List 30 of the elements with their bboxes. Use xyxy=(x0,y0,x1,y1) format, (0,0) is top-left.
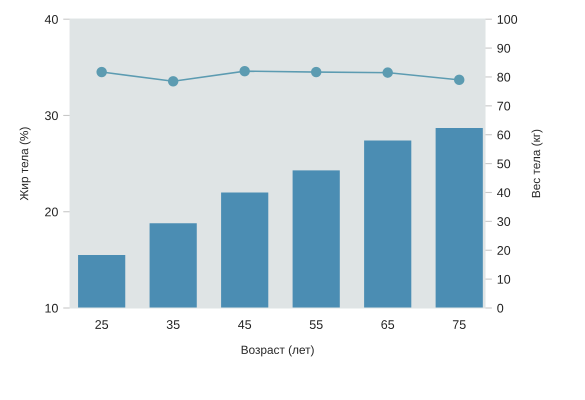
x-tick-label: 35 xyxy=(166,320,180,329)
point xyxy=(96,66,107,78)
y-tick-label: 20 xyxy=(45,208,58,216)
y2-tick-label: 40 xyxy=(497,188,510,198)
x-tick-label: 75 xyxy=(452,320,466,329)
y2-tick-label: 90 xyxy=(497,44,510,53)
x-tick-label: 25 xyxy=(95,320,108,329)
y-tick-label: 30 xyxy=(44,111,58,120)
point xyxy=(168,76,178,86)
x-tick-label: 45 xyxy=(238,320,252,329)
y2-tick-label: 80 xyxy=(497,72,510,82)
point xyxy=(454,74,464,86)
y-tick-label: 40 xyxy=(44,15,58,24)
y2-axis-title: Вес тела (кг) xyxy=(532,130,543,198)
y-tick-label: 10 xyxy=(45,304,58,313)
y2-tick-label: 20 xyxy=(497,246,510,255)
y2-tick-label: 50 xyxy=(497,159,510,168)
y-axis-title: Жир тела (%) xyxy=(20,127,31,200)
y2-tick-label: 70 xyxy=(497,102,510,110)
x-axis-title: Возраст (лет) xyxy=(242,345,314,356)
y2-tick-label: 10 xyxy=(498,274,510,284)
x-tick-label: 55 xyxy=(310,320,323,329)
point xyxy=(310,66,322,78)
point xyxy=(239,66,250,76)
point xyxy=(382,67,393,78)
y2-tick-label: 60 xyxy=(497,130,510,140)
y2-tick-label: 30 xyxy=(497,217,510,226)
y2-tick-label: 0 xyxy=(497,304,504,313)
y2-tick-label: 100 xyxy=(498,15,518,24)
x-tick-label: 65 xyxy=(381,320,394,329)
